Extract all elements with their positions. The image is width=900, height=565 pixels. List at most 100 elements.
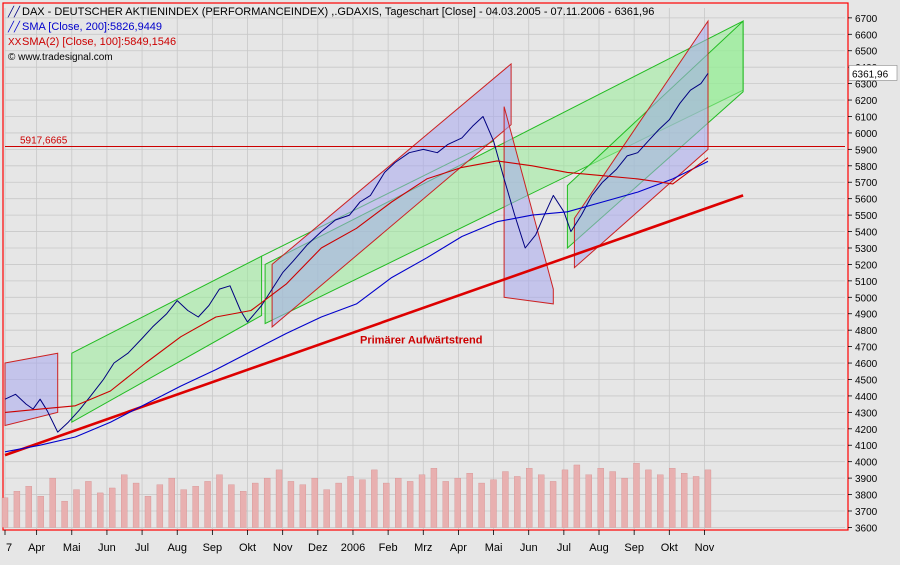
x-tick-label: 2006 — [341, 542, 365, 554]
volume-bar — [526, 468, 533, 528]
y-tick-label: 3600 — [855, 523, 878, 534]
volume-bar — [561, 469, 569, 528]
y-tick-label: 4300 — [855, 408, 878, 419]
legend-sma100: SMA(2) [Close, 100]:5849,1546 — [22, 36, 176, 48]
y-tick-label: 4400 — [855, 392, 878, 403]
volume-bar — [645, 469, 652, 528]
x-tick-label: Apr — [28, 542, 45, 554]
x-tick-label: Sep — [624, 542, 644, 554]
volume-bar — [323, 489, 330, 528]
volume-bar — [514, 476, 521, 528]
series-lines — [4, 73, 709, 453]
x-tick-label: Jul — [135, 542, 149, 554]
volume-bar — [299, 484, 307, 528]
volume-bar — [1, 497, 9, 528]
x-tick-label: Okt — [661, 542, 678, 554]
volume-bar — [144, 496, 152, 528]
volume-bar — [263, 477, 271, 528]
y-tick-label: 5500 — [855, 211, 878, 222]
x-tick-label: Nov — [273, 542, 293, 554]
volume-bar — [692, 476, 700, 528]
volume-bar — [454, 477, 461, 528]
x-tick-label: Aug — [167, 542, 187, 554]
volume-bar — [120, 474, 128, 528]
volume-bar — [669, 468, 676, 528]
y-tick-label: 4600 — [855, 359, 878, 370]
volume-bar — [192, 486, 199, 528]
y-tick-label: 5900 — [855, 145, 878, 156]
chart-header: ╱╱ DAX - DEUTSCHER AKTIENINDEX (PERFORMA… — [7, 5, 654, 63]
y-tick-label: 5700 — [855, 178, 878, 189]
y-tick-label: 6000 — [855, 129, 878, 140]
y-tick-label: 5000 — [855, 293, 878, 304]
xx-marker-icon: XX — [8, 37, 22, 48]
legend-sma200: SMA [Close, 200]:5826,9449 — [22, 21, 162, 33]
trend-annotation: Primärer Aufwärtstrend — [360, 334, 482, 346]
annotations: Primärer Aufwärtstrend 5917,6665 — [20, 135, 482, 346]
volume-bar — [180, 489, 187, 528]
y-tick-label: 4900 — [855, 310, 878, 321]
header-title: DAX - DEUTSCHER AKTIENINDEX (PERFORMANCE… — [22, 6, 654, 18]
volume-bar — [204, 481, 211, 528]
primary-trendline — [4, 194, 744, 457]
y-tick-label: 4000 — [855, 458, 878, 469]
x-tick-label: Mai — [63, 542, 81, 554]
volume-bar — [228, 484, 235, 528]
volume-bar — [25, 486, 32, 528]
y-tick-label: 4100 — [855, 441, 878, 452]
last-value-box — [848, 65, 898, 81]
x-tick-label: Nov — [695, 542, 715, 554]
volume-bar — [597, 468, 604, 528]
volume-bar — [311, 477, 318, 528]
volume-bar — [680, 473, 688, 528]
x-tick-label: Aug — [589, 542, 609, 554]
x-tick-label: Mrz — [414, 542, 432, 554]
x-tick-label: Apr — [450, 542, 467, 554]
volume-bar — [478, 482, 485, 528]
x-tick-label: Sep — [203, 542, 223, 554]
y-tick-label: 4700 — [855, 343, 878, 354]
volume-bar — [371, 469, 378, 528]
copyright-notice: © www.tradesignal.com — [8, 52, 113, 63]
volume-bar — [287, 481, 295, 528]
resistance-label: 5917,6665 — [20, 135, 68, 146]
y-tick-label: 5200 — [855, 260, 878, 271]
volume-bar — [490, 479, 497, 528]
volume-bar — [538, 474, 545, 528]
trend-channels — [4, 19, 845, 457]
volume-bar — [549, 481, 557, 528]
y-tick-label: 3700 — [855, 507, 878, 518]
volume-bar — [49, 477, 56, 528]
volume-bar — [621, 477, 628, 528]
volume-bar — [37, 496, 44, 528]
volume-bar — [466, 473, 473, 528]
x-tick-label: Jun — [98, 542, 116, 554]
volume-bar — [347, 476, 354, 528]
y-tick-label: 3900 — [855, 474, 878, 485]
sma100-line — [4, 157, 709, 413]
y-tick-label: 4500 — [855, 375, 878, 386]
volume-bar — [406, 481, 414, 528]
x-tick-label: Jul — [557, 542, 571, 554]
volume-bar — [275, 469, 283, 528]
volume-bar — [85, 481, 92, 528]
y-tick-label: 5300 — [855, 244, 878, 255]
x-tick-label: Dez — [308, 542, 328, 554]
volume-bar — [73, 489, 80, 528]
y-tick-label: 6300 — [855, 80, 878, 91]
volume-bar — [109, 487, 116, 528]
volume-bar — [430, 468, 438, 528]
volume-bar — [633, 463, 640, 528]
y-tick-label: 5800 — [855, 162, 878, 173]
volume-bar — [216, 474, 223, 528]
volume-bar — [335, 482, 342, 528]
volume-bar — [61, 500, 68, 528]
volume-bar — [168, 477, 175, 528]
x-tick-label: Feb — [379, 542, 398, 554]
y-tick-label: 5400 — [855, 228, 878, 239]
volume-bar — [13, 491, 21, 528]
y-tick-label: 6700 — [855, 14, 878, 25]
x-tick-label: Okt — [239, 542, 256, 554]
